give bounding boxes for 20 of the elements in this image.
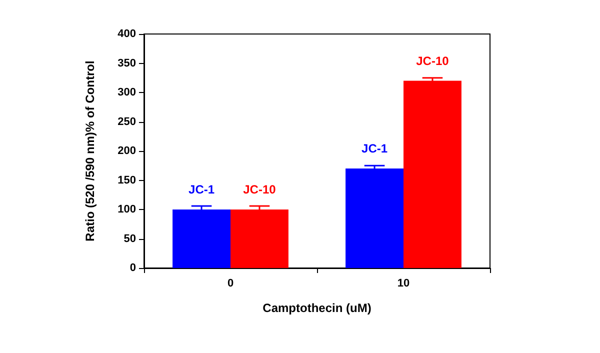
bar xyxy=(346,168,404,268)
text: JC-1 xyxy=(362,142,388,156)
y-tick-label: 350 xyxy=(118,57,136,70)
text: JC-10 xyxy=(416,54,449,68)
y-tick-label: 200 xyxy=(118,145,136,157)
x-tick-label: 10 xyxy=(397,278,410,290)
y-tick-label: 0 xyxy=(130,262,136,274)
x-axis-title: Camptothecin (uM) xyxy=(262,301,372,315)
y-tick-label: 100 xyxy=(118,204,136,216)
y-tick-label: 250 xyxy=(118,116,136,128)
series-label: JC-1 xyxy=(188,182,215,196)
bar xyxy=(230,210,288,268)
y-tick-label: 300 xyxy=(118,86,136,98)
y-tick-label: 50 xyxy=(124,232,136,245)
y-tick-label: 400 xyxy=(118,28,136,40)
bar xyxy=(172,210,230,268)
series-label: JC-10 xyxy=(243,182,276,196)
y-tick-label: 150 xyxy=(118,174,136,186)
bar xyxy=(404,80,462,268)
y-axis-title: Ratio (520 /590 nm)% of Control xyxy=(83,60,97,242)
